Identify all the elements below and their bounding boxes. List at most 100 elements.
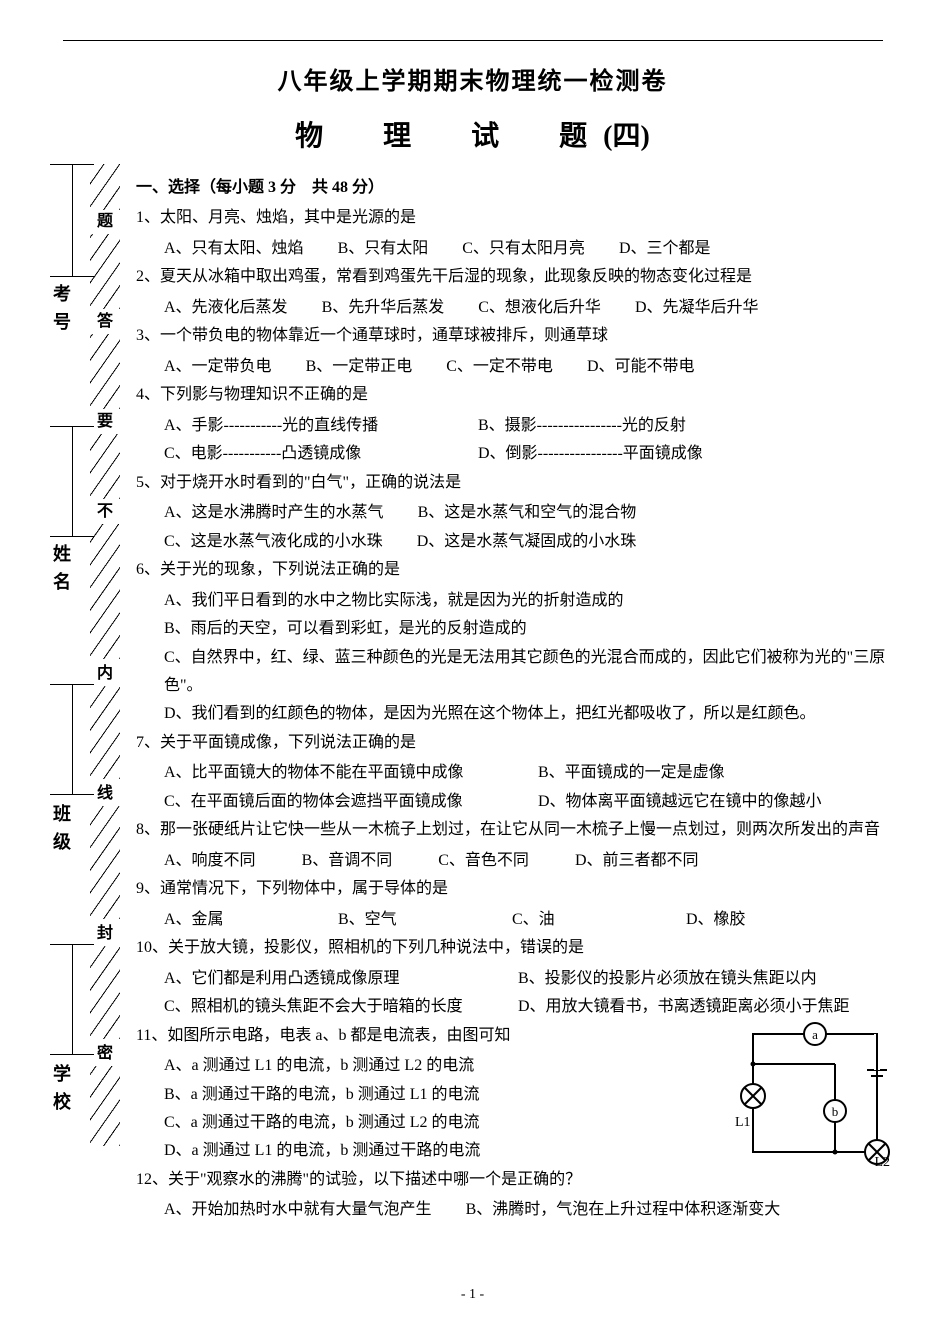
q10-stem: 10、关于放大镜，投影仪，照相机的下列几种说法中，错误的是 [136, 934, 895, 962]
q3-opt-d: D、可能不带电 [587, 353, 695, 381]
q5-opt-a: A、这是水沸腾时产生的水蒸气 [164, 499, 384, 527]
page-title: 八年级上学期期末物理统一检测卷 [50, 61, 895, 96]
hatch [90, 946, 120, 1039]
q12-stem: 12、关于"观察水的沸腾"的试验，以下描述中哪一个是正确的？ [136, 1166, 895, 1194]
side-hline [50, 794, 94, 795]
q6-opt-c: C、自然界中，红、绿、蓝三种颜色的光是无法用其它颜色的光混合而成的，因此它们被称… [136, 644, 895, 701]
q6-opt-b: B、雨后的天空，可以看到彩虹，是光的反射造成的 [136, 615, 895, 643]
svg-text:a: a [812, 1027, 818, 1042]
q4-options: A、手影-----------光的直线传播 B、摄影--------------… [136, 412, 895, 469]
hatch [90, 334, 120, 409]
q12-options: A、开始加热时水中就有大量气泡产生 B、沸腾时，气泡在上升过程中体积逐渐变大 [136, 1196, 895, 1224]
q9-opt-b: B、空气 [338, 906, 478, 934]
q7-opt-d: D、物体离平面镜越远它在镜中的像越小 [538, 788, 822, 816]
q7-options: A、比平面镜大的物体不能在平面镜中成像 B、平面镜成的一定是虚像 C、在平面镜后… [136, 759, 895, 816]
page-subtitle: 物 理 试 题(四) [50, 114, 895, 154]
q1-opt-c: C、只有太阳月亮 [462, 235, 585, 263]
side-label-id: 考号 [50, 284, 74, 340]
q4-opt-d: D、倒影----------------平面镜成像 [478, 440, 703, 468]
q5-opt-d: D、这是水蒸气凝固成的小水珠 [417, 528, 637, 556]
subtitle-main: 物 理 试 题 [295, 121, 603, 152]
side-inner-7: 题 [94, 212, 114, 228]
q6-opt-a: A、我们平日看到的水中之物比实际浅，就是因为光的折射造成的 [136, 587, 895, 615]
hatch [90, 434, 120, 499]
q3-stem: 3、一个带负电的物体靠近一个通草球时，通草球被排斥，则通草球 [136, 322, 895, 350]
svg-text:b: b [832, 1104, 839, 1119]
q8-opt-c: C、音色不同 [438, 847, 529, 875]
side-inner-4: 不 [94, 502, 114, 518]
q4-opt-c: C、电影-----------凸透镜成像 [164, 440, 444, 468]
q1-options: A、只有太阳、烛焰 B、只有太阳 C、只有太阳月亮 D、三个都是 [136, 235, 895, 263]
q5-stem: 5、对于烧开水时看到的"白气"，正确的说法是 [136, 469, 895, 497]
q4-opt-b: B、摄影----------------光的反射 [478, 412, 686, 440]
svg-text:L2: L2 [874, 1155, 890, 1166]
hatch [90, 164, 120, 210]
q2-opt-b: B、先升华后蒸发 [322, 294, 445, 322]
q10-opt-a: A、它们都是利用凸透镜成像原理 [164, 965, 484, 993]
q2-opt-a: A、先液化后蒸发 [164, 294, 288, 322]
q3-opt-a: A、一定带负电 [164, 353, 272, 381]
side-hline [50, 1054, 94, 1055]
q7-opt-b: B、平面镜成的一定是虚像 [538, 759, 725, 787]
q6-opt-d: D、我们看到的红颜色的物体，是因为光照在这个物体上，把红光都吸收了，所以是红颜色… [136, 700, 895, 728]
side-inner-2: 线 [94, 784, 114, 800]
page-number: - 1 - [0, 1287, 945, 1303]
q8-opt-d: D、前三者都不同 [575, 847, 699, 875]
side-hline [50, 164, 94, 165]
q5-options: A、这是水沸腾时产生的水蒸气 B、这是水蒸气和空气的混合物 C、这是水蒸气液化成… [136, 499, 895, 556]
subtitle-suffix: (四) [603, 121, 650, 152]
q8-stem: 8、那一张硬纸片让它快一些从一木梳子上划过，在让它从同一木梳子上慢一点划过，则两… [136, 816, 895, 844]
side-inner-6: 答 [94, 312, 114, 328]
side-vline [72, 164, 73, 276]
q6-stem: 6、关于光的现象，下列说法正确的是 [136, 556, 895, 584]
q9-opt-a: A、金属 [164, 906, 304, 934]
q7-opt-a: A、比平面镜大的物体不能在平面镜中成像 [164, 759, 504, 787]
hatch [90, 1066, 120, 1146]
q9-options: A、金属 B、空气 C、油 D、橡胶 [136, 906, 895, 934]
side-hline [50, 944, 94, 945]
q1-opt-b: B、只有太阳 [338, 235, 429, 263]
q4-stem: 4、下列影与物理知识不正确的是 [136, 381, 895, 409]
hatch [90, 234, 120, 309]
side-binding-strip: 学校 班级 姓名 考号 题 答 要 不 内 线 封 密 [50, 174, 130, 1225]
q9-opt-d: D、橡胶 [686, 906, 746, 934]
q12-opt-b: B、沸腾时，气泡在上升过程中体积逐渐变大 [466, 1196, 781, 1224]
q2-opt-c: C、想液化后升华 [478, 294, 601, 322]
side-label-school: 学校 [50, 1064, 74, 1120]
q9-stem: 9、通常情况下，下列物体中，属于导体的是 [136, 875, 895, 903]
q3-opt-b: B、一定带正电 [306, 353, 413, 381]
side-label-name: 姓名 [50, 544, 74, 600]
section-1-heading: 一、选择（每小题 3 分 共 48 分） [136, 174, 895, 202]
q7-stem: 7、关于平面镜成像，下列说法正确的是 [136, 729, 895, 757]
side-vline [72, 684, 73, 794]
svg-text:L1: L1 [735, 1115, 751, 1130]
q5-opt-c: C、这是水蒸气液化成的小水珠 [164, 528, 383, 556]
q10-options: A、它们都是利用凸透镜成像原理 B、投影仪的投影片必须放在镜头焦距以内 C、照相… [136, 965, 895, 1022]
q8-opt-b: B、音调不同 [302, 847, 393, 875]
side-hline [50, 536, 94, 537]
side-hline [50, 276, 94, 277]
q3-opt-c: C、一定不带电 [446, 353, 553, 381]
top-rule [63, 40, 883, 41]
q1-stem: 1、太阳、月亮、烛焰，其中是光源的是 [136, 204, 895, 232]
question-body: 一、选择（每小题 3 分 共 48 分） 1、太阳、月亮、烛焰，其中是光源的是 … [130, 174, 895, 1225]
side-inner-0: 密 [94, 1044, 114, 1060]
q2-options: A、先液化后蒸发 B、先升华后蒸发 C、想液化后升华 D、先凝华后升华 [136, 294, 895, 322]
side-hline [50, 684, 94, 685]
q5-opt-b: B、这是水蒸气和空气的混合物 [418, 499, 637, 527]
q4-opt-a: A、手影-----------光的直线传播 [164, 412, 444, 440]
side-vline [72, 944, 73, 1054]
q8-opt-a: A、响度不同 [164, 847, 256, 875]
q2-stem: 2、夏天从冰箱中取出鸡蛋，常看到鸡蛋先干后湿的现象，此现象反映的物态变化过程是 [136, 263, 895, 291]
side-inner-5: 要 [94, 412, 114, 428]
content-wrapper: 学校 班级 姓名 考号 题 答 要 不 内 线 封 密 一、 [50, 174, 895, 1225]
q1-opt-a: A、只有太阳、烛焰 [164, 235, 304, 263]
hatch [90, 524, 120, 659]
side-hline [50, 426, 94, 427]
q7-opt-c: C、在平面镜后面的物体会遮挡平面镜成像 [164, 788, 504, 816]
q3-options: A、一定带负电 B、一定带正电 C、一定不带电 D、可能不带电 [136, 353, 895, 381]
q10-opt-c: C、照相机的镜头焦距不会大于暗箱的长度 [164, 993, 484, 1021]
q10-opt-b: B、投影仪的投影片必须放在镜头焦距以内 [518, 965, 817, 993]
side-label-class: 班级 [50, 804, 74, 860]
hatch [90, 806, 120, 919]
